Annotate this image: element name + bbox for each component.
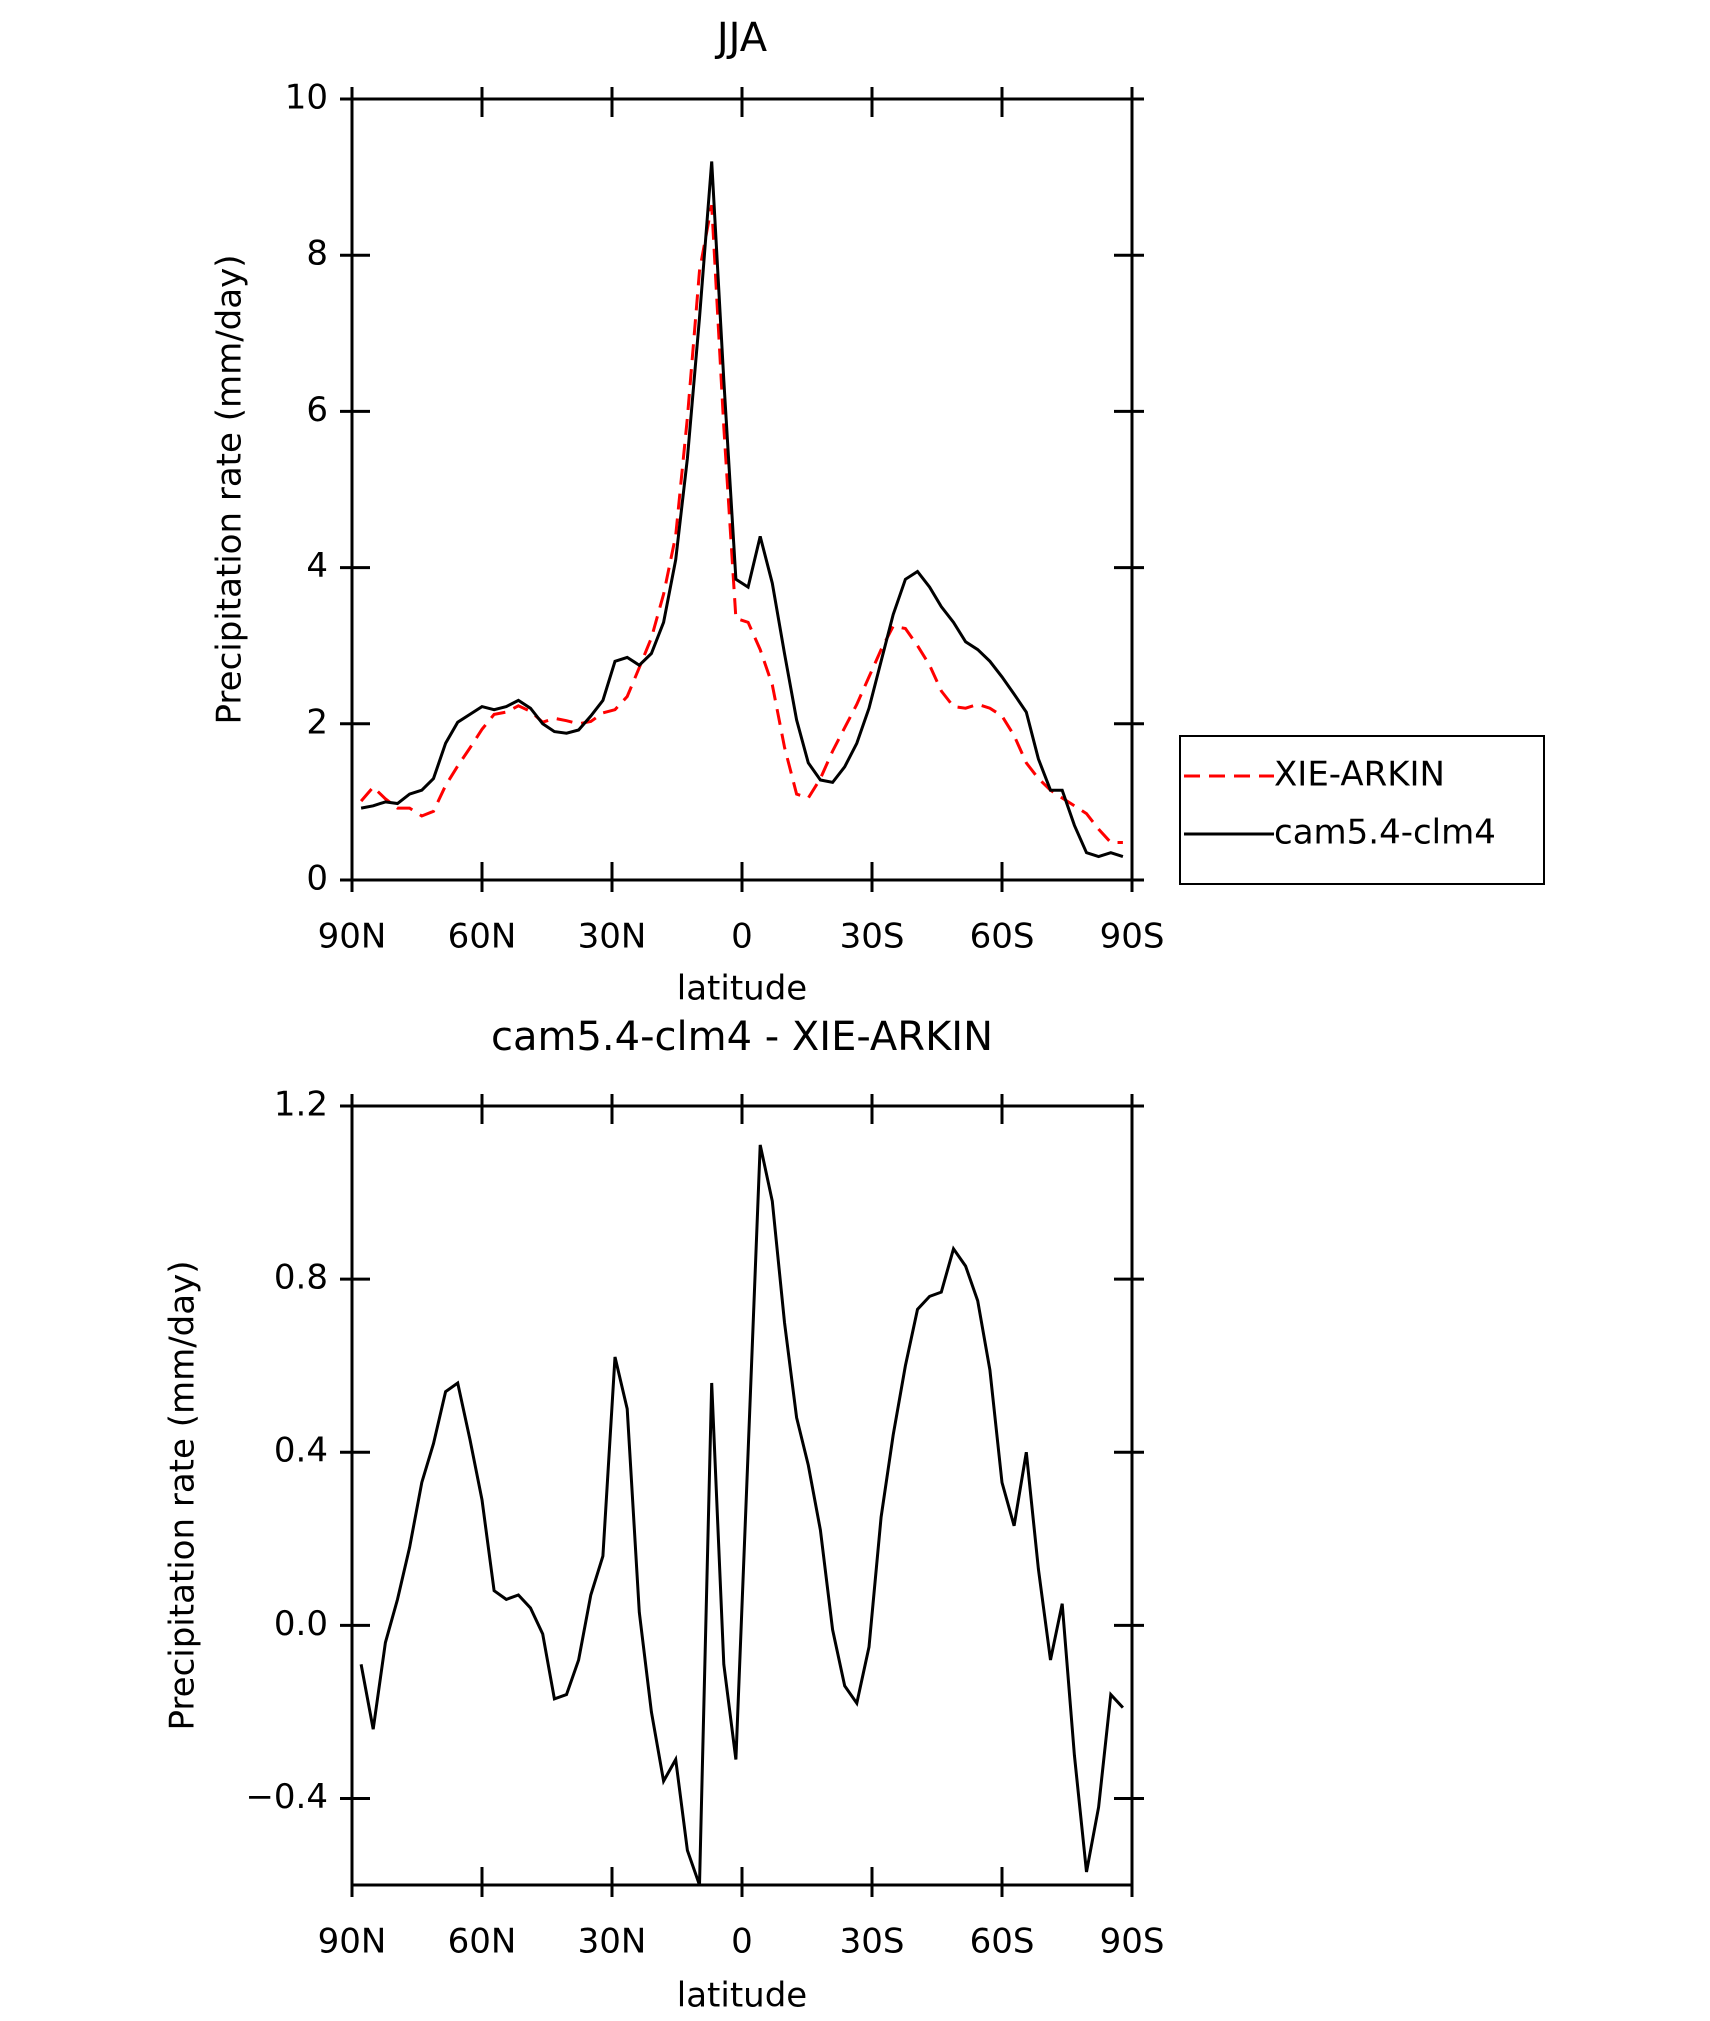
plot-frame xyxy=(350,1104,1134,1887)
legend-box xyxy=(1179,735,1545,885)
x-tick-label: 60N xyxy=(448,917,517,957)
chart-title: JJA xyxy=(714,15,768,61)
data-line xyxy=(360,161,1124,859)
x-tick-label: 90S xyxy=(1100,917,1165,957)
x-axis-label: latitude xyxy=(677,969,807,1009)
x-tick-label: 60N xyxy=(448,1922,517,1962)
y-tick-label: 2 xyxy=(306,702,328,742)
y-axis-label: Precipitation rate (mm/day) xyxy=(210,255,250,725)
y-tick-label: 0.4 xyxy=(274,1431,328,1471)
x-tick-label: 30S xyxy=(840,1922,905,1962)
y-tick-label: 10 xyxy=(285,78,328,118)
y-tick-label: −0.4 xyxy=(245,1777,328,1817)
x-tick-label: 90S xyxy=(1100,1922,1165,1962)
y-tick-label: 6 xyxy=(306,390,328,430)
data-line xyxy=(359,204,1123,844)
x-tick-label: 0 xyxy=(731,1922,753,1962)
legend-label: cam5.4-clm4 xyxy=(1274,813,1496,853)
x-tick-label: 30N xyxy=(578,917,647,957)
y-tick-label: 4 xyxy=(306,546,328,586)
x-tick-label: 0 xyxy=(731,917,753,957)
x-axis-label: latitude xyxy=(677,1976,807,2016)
y-tick-label: 0.8 xyxy=(274,1258,328,1298)
x-tick-label: 30S xyxy=(840,917,905,957)
x-tick-label: 90N xyxy=(318,1922,387,1962)
data-line xyxy=(359,1144,1124,1886)
x-tick-label: 60S xyxy=(970,917,1035,957)
plot-frame xyxy=(350,97,1134,882)
legend-label: XIE-ARKIN xyxy=(1274,755,1445,795)
x-tick-label: 90N xyxy=(318,917,387,957)
y-tick-label: 1.2 xyxy=(274,1085,328,1125)
chart-title: cam5.4-clm4 - XIE-ARKIN xyxy=(491,1014,993,1060)
x-tick-label: 60S xyxy=(970,1922,1035,1962)
y-tick-label: 0 xyxy=(306,859,328,899)
y-tick-label: 0.0 xyxy=(274,1604,328,1644)
x-tick-label: 30N xyxy=(578,1922,647,1962)
y-axis-label: Precipitation rate (mm/day) xyxy=(163,1261,203,1731)
y-tick-label: 8 xyxy=(306,234,328,274)
